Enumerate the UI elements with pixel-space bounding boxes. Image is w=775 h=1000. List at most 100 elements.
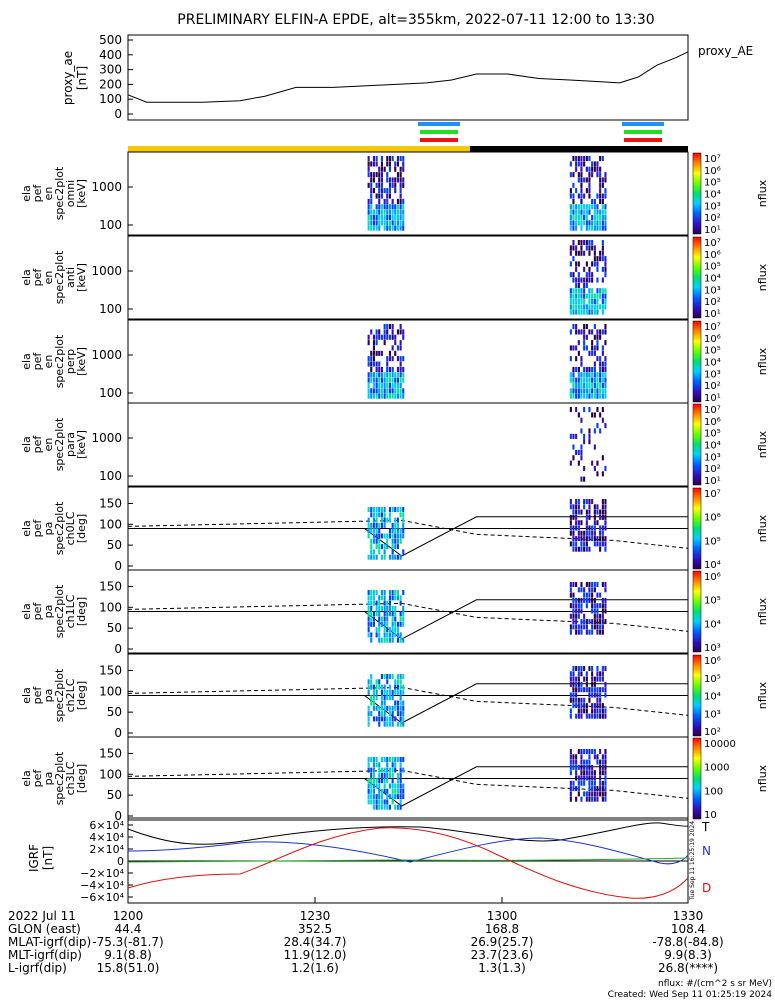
spectrogram-cell	[591, 676, 594, 682]
spectrogram-cell	[370, 605, 373, 611]
spectrogram-cell	[569, 692, 572, 698]
spectrogram-cell	[583, 250, 586, 256]
spectrogram-cell	[572, 193, 575, 199]
footer-cell: 1300	[487, 909, 518, 923]
spectrogram-cell	[601, 770, 604, 776]
spectrogram-cell	[601, 608, 604, 614]
spectrogram-cell	[388, 393, 391, 399]
spectrogram-cell	[591, 525, 594, 531]
spectrogram-cell	[399, 762, 402, 768]
spectrogram-cell	[593, 293, 596, 299]
spectrogram-cell	[599, 193, 602, 199]
spectrogram-cell	[583, 619, 586, 625]
spectrogram-cell	[601, 182, 604, 188]
spectrogram-cell	[596, 266, 599, 272]
spectrogram-cell	[596, 603, 599, 609]
spectrogram-cell	[580, 582, 583, 587]
spectrogram-cell	[370, 193, 373, 199]
spectrogram-cell	[575, 666, 578, 671]
spectrogram-cell	[386, 621, 389, 627]
spectrogram-cell	[591, 340, 594, 346]
spectrogram-cell	[370, 632, 373, 638]
spectrogram-cell	[386, 804, 389, 810]
spectrogram-cell	[396, 198, 399, 204]
footer-cell: GLON (east)	[8, 922, 81, 936]
spectrogram-cell	[575, 288, 578, 294]
spectrogram-cell	[394, 522, 397, 528]
spectrogram-cell	[394, 225, 397, 231]
spectrogram-cell	[396, 705, 399, 711]
spectrogram-cell	[585, 764, 588, 770]
pa-loss-cone-line	[128, 766, 688, 807]
spectrogram-cell	[577, 250, 580, 256]
spectrogram-cell	[402, 334, 405, 340]
panel-ylabel: ela	[20, 436, 33, 453]
spectrogram-cell	[588, 439, 591, 445]
ytick-label: 100	[99, 600, 122, 614]
ytick-label: 100	[99, 684, 122, 698]
spectrogram-cell	[569, 193, 572, 199]
spectrogram-cell	[591, 261, 594, 267]
spectrogram-cell	[593, 382, 596, 388]
spectrogram-cell	[402, 507, 405, 512]
colorbar-tick: 10⁵	[704, 596, 721, 607]
colorbar	[692, 236, 702, 319]
spectrogram-cell	[378, 177, 381, 183]
spectrogram-cell	[588, 525, 591, 531]
spectrogram-cell	[370, 544, 373, 550]
spectrogram-cell	[396, 700, 399, 706]
spectrogram-cell	[372, 804, 375, 810]
spectrogram-cell	[604, 204, 607, 210]
spectrogram-cell	[380, 220, 383, 226]
spectrogram-cell	[367, 788, 370, 794]
footer-cell: 1200	[113, 909, 144, 923]
spectrogram-cell	[380, 350, 383, 356]
spectrogram-cell	[370, 372, 373, 378]
spectrogram-cell	[588, 407, 591, 413]
footer-cell: 26.9(25.7)	[471, 935, 534, 949]
spectrogram-cell	[593, 204, 596, 210]
spectrogram-cell	[599, 764, 602, 770]
spectrogram-cell	[378, 366, 381, 372]
spectrogram-cell	[388, 674, 391, 679]
spectrogram-cell	[386, 156, 389, 162]
spectrogram-cell	[402, 794, 405, 800]
spectrogram-cell	[399, 345, 402, 351]
spectrogram-cell	[402, 209, 405, 215]
spectrogram-cell	[577, 703, 580, 709]
spectrogram-cell	[601, 624, 604, 630]
spectrogram-cell	[591, 619, 594, 625]
spectrogram-cell	[380, 711, 383, 717]
spectrogram-cell	[569, 220, 572, 226]
spectrogram-cell	[599, 624, 602, 630]
spectrogram-cell	[380, 393, 383, 399]
spectrogram-cell	[372, 522, 375, 528]
spectrogram-cell	[601, 156, 604, 162]
panel-ylabel: en	[42, 438, 55, 452]
spectrogram-cell	[591, 288, 594, 294]
spectrogram-cell	[372, 705, 375, 711]
spectrogram-cell	[378, 627, 381, 633]
spectrogram-cell	[599, 525, 602, 531]
spectrogram-cell	[591, 220, 594, 226]
spectrogram-cell	[396, 329, 399, 335]
spectrogram-cell	[391, 695, 394, 701]
spectrogram-cell	[588, 582, 591, 587]
spectrogram-cell	[591, 687, 594, 693]
spectrogram-cell	[380, 507, 383, 512]
spectrogram-cell	[386, 377, 389, 383]
spectrogram-cell	[396, 621, 399, 627]
spectrogram-cell	[572, 764, 575, 770]
spectrogram-cell	[596, 193, 599, 199]
spectrogram-cell	[575, 407, 578, 413]
spectrogram-cell	[577, 204, 580, 210]
spectrogram-cell	[402, 705, 405, 711]
spectrogram-cell	[580, 619, 583, 625]
spectrogram-cell	[402, 388, 405, 394]
spectrogram-cell	[370, 772, 373, 778]
spectrogram-cell	[388, 161, 391, 167]
spectrogram-cell	[378, 372, 381, 378]
panel-ylabel: en	[42, 355, 55, 369]
spectrogram-cell	[375, 794, 378, 800]
